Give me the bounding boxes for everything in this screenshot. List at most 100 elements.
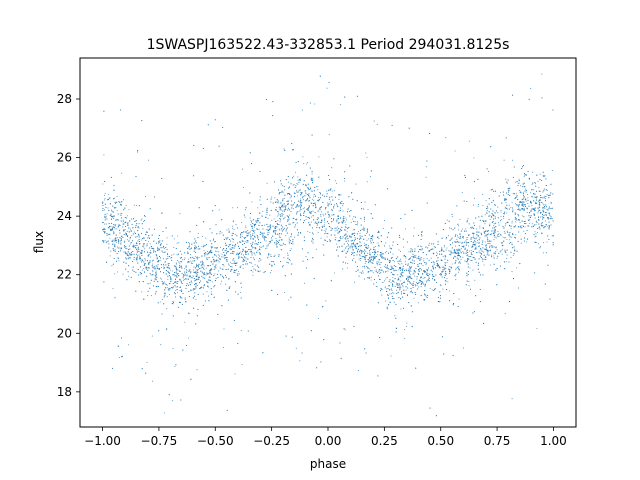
- data-point: [162, 284, 164, 286]
- data-point: [297, 179, 299, 181]
- data-point: [425, 264, 427, 266]
- data-point: [363, 228, 365, 230]
- data-point: [278, 243, 280, 246]
- data-point: [195, 282, 197, 284]
- data-point: [480, 232, 482, 234]
- data-point: [121, 247, 123, 249]
- data-point: [352, 218, 354, 220]
- data-point: [506, 238, 508, 240]
- data-point: [203, 285, 205, 287]
- data-point: [511, 222, 513, 224]
- data-point: [292, 208, 294, 210]
- data-point: [232, 252, 234, 254]
- data-point: [282, 185, 284, 187]
- data-point: [356, 220, 359, 223]
- data-point: [349, 245, 351, 248]
- data-point: [290, 210, 292, 213]
- data-point: [529, 192, 532, 194]
- data-point: [347, 242, 349, 244]
- data-point: [300, 205, 302, 207]
- data-point: [258, 251, 260, 254]
- data-point: [215, 260, 217, 262]
- data-point: [195, 269, 197, 271]
- data-point: [320, 215, 322, 218]
- data-point: [458, 298, 460, 300]
- data-point: [448, 290, 451, 292]
- data-point: [207, 295, 210, 297]
- data-point: [496, 210, 498, 212]
- data-point: [129, 248, 131, 250]
- data-point: [278, 234, 280, 236]
- data-point: [144, 196, 147, 198]
- data-point: [492, 210, 494, 212]
- data-point: [545, 198, 547, 200]
- data-point: [163, 281, 165, 283]
- data-point: [250, 219, 252, 222]
- data-point: [251, 247, 253, 249]
- data-point: [500, 209, 502, 211]
- data-point: [233, 271, 235, 273]
- data-point: [508, 233, 510, 235]
- data-point: [341, 238, 343, 240]
- data-point: [515, 193, 517, 195]
- data-point: [358, 275, 360, 277]
- data-point: [359, 259, 361, 262]
- data-point: [166, 243, 168, 245]
- data-point: [257, 237, 259, 239]
- data-point: [118, 356, 121, 359]
- data-point: [166, 296, 168, 298]
- data-point: [109, 255, 111, 257]
- data-point: [375, 269, 377, 271]
- data-point: [286, 215, 288, 217]
- data-point: [118, 225, 120, 227]
- data-point: [524, 190, 526, 192]
- data-point: [423, 258, 425, 260]
- data-point: [283, 257, 285, 259]
- data-point: [410, 270, 412, 272]
- data-point: [510, 257, 512, 259]
- data-point: [425, 176, 427, 178]
- data-point: [393, 261, 396, 263]
- data-point: [103, 110, 105, 112]
- data-point: [409, 273, 411, 276]
- data-point: [495, 237, 497, 239]
- data-point: [175, 262, 177, 264]
- data-point: [141, 291, 143, 293]
- data-point: [175, 266, 177, 268]
- data-point: [232, 225, 234, 227]
- data-point: [188, 295, 190, 298]
- data-point: [420, 286, 422, 288]
- data-point: [120, 212, 122, 214]
- data-point: [333, 190, 336, 192]
- data-point: [113, 217, 115, 219]
- data-point: [102, 183, 104, 185]
- data-point: [256, 265, 258, 267]
- data-point: [196, 257, 198, 259]
- data-point: [410, 291, 412, 293]
- data-point: [119, 232, 121, 234]
- data-point: [116, 195, 118, 198]
- data-point: [395, 258, 397, 260]
- data-point: [326, 190, 328, 192]
- data-point: [131, 235, 133, 237]
- data-point: [240, 286, 243, 288]
- data-point: [155, 279, 157, 281]
- data-point: [385, 250, 388, 253]
- data-point: [383, 280, 386, 282]
- data-point: [506, 254, 508, 256]
- data-point: [203, 244, 205, 246]
- data-point: [149, 287, 151, 289]
- data-point: [445, 249, 447, 251]
- data-point: [213, 261, 215, 263]
- data-point: [345, 238, 347, 240]
- data-point: [514, 226, 516, 228]
- data-point: [538, 199, 541, 202]
- data-point: [468, 285, 470, 287]
- data-point: [493, 190, 495, 192]
- data-point: [283, 211, 286, 213]
- data-point: [551, 217, 553, 219]
- data-point: [162, 230, 164, 233]
- data-point: [207, 279, 209, 281]
- data-point: [161, 278, 163, 280]
- data-point: [219, 247, 221, 249]
